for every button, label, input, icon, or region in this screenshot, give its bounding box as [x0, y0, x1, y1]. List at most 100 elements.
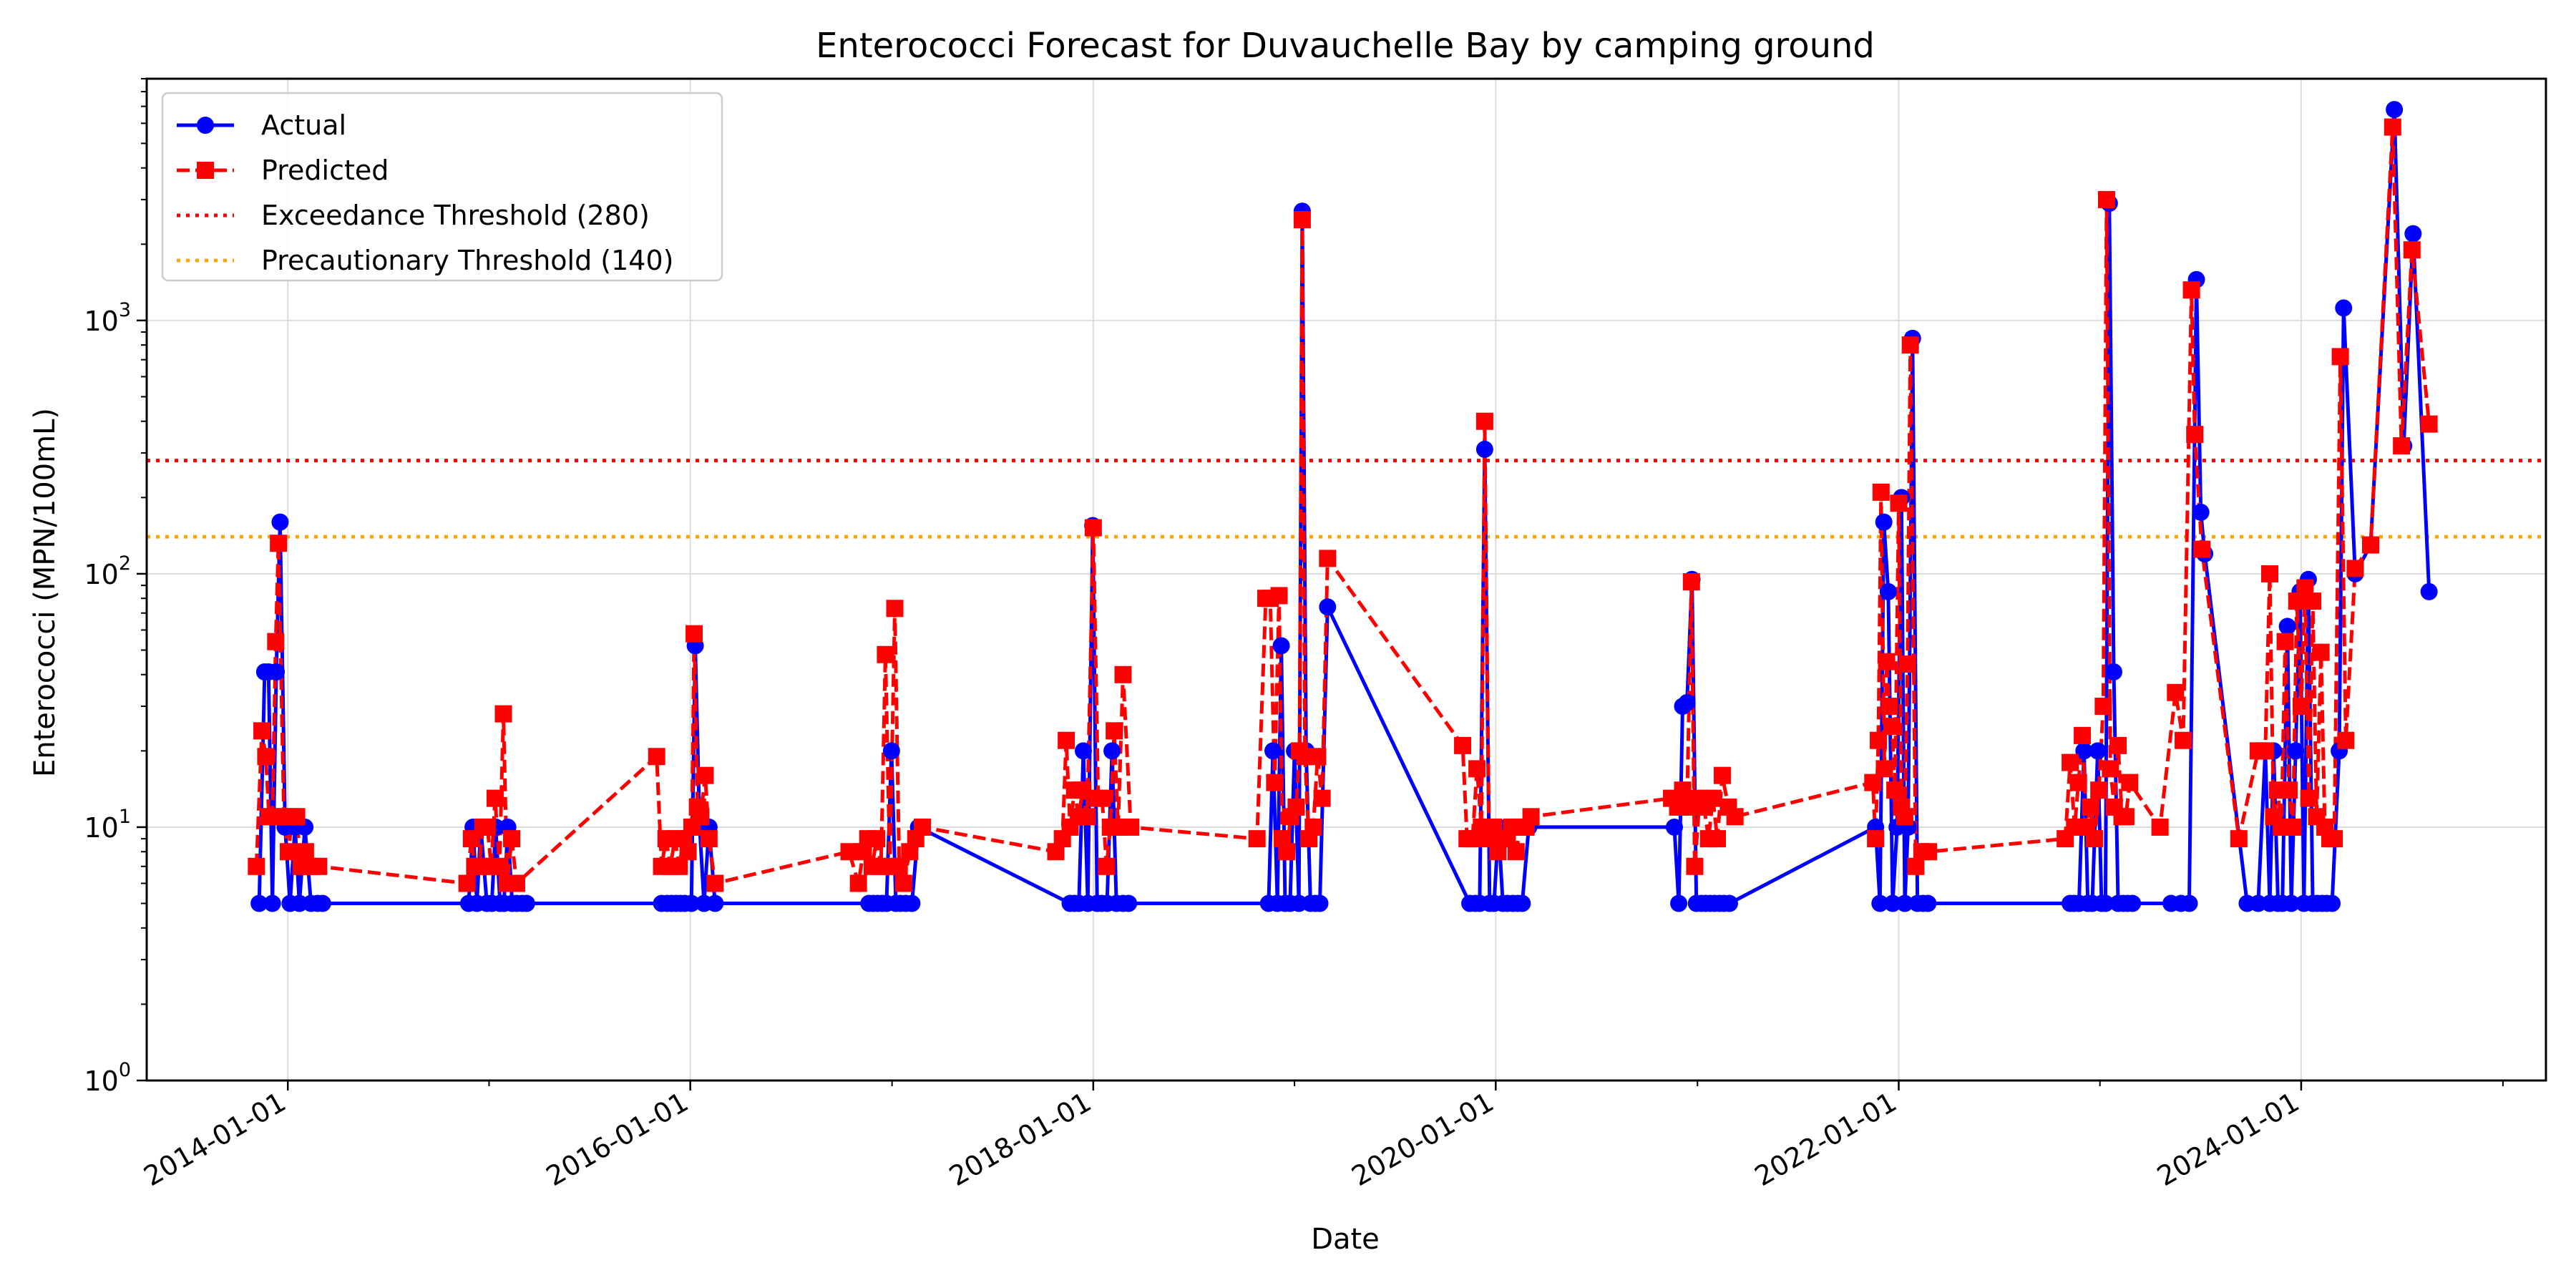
- actual-point: [706, 894, 724, 912]
- predicted-point: [1686, 857, 1704, 875]
- predicted-point: [2292, 698, 2310, 716]
- predicted-point: [692, 808, 710, 826]
- actual-point: [903, 894, 921, 912]
- predicted-point: [2326, 830, 2343, 848]
- actual-point: [882, 742, 900, 760]
- predicted-point: [2300, 789, 2318, 807]
- predicted-point: [670, 857, 688, 875]
- actual-point: [1896, 894, 1913, 912]
- actual-point: [1884, 894, 1902, 912]
- actual-point: [250, 894, 268, 912]
- actual-point: [1871, 894, 1889, 912]
- predicted-point: [2117, 808, 2135, 826]
- predicted-point: [2331, 348, 2349, 366]
- predicted-point: [2182, 281, 2200, 299]
- plot-frame: [145, 77, 2547, 1082]
- actual-point: [2287, 742, 2305, 760]
- predicted-point: [890, 857, 908, 875]
- predicted-point: [1674, 781, 1692, 799]
- legend-label: Exceedance Threshold (280): [261, 200, 650, 231]
- predicted-point: [491, 857, 509, 875]
- predicted-point: [1293, 210, 1311, 228]
- predicted-point: [2403, 241, 2421, 259]
- predicted-point: [2284, 818, 2302, 836]
- predicted-point: [1122, 818, 1140, 836]
- actual-point: [1319, 598, 1337, 616]
- predicted-point: [1248, 830, 1266, 848]
- predicted-point: [267, 633, 285, 650]
- predicted-point: [1890, 494, 1908, 512]
- predicted-point: [1867, 830, 1885, 848]
- predicted-point: [1309, 748, 1327, 766]
- actual-point: [1103, 742, 1121, 760]
- predicted-point: [2186, 426, 2204, 444]
- actual-point: [1311, 894, 1329, 912]
- predicted-point: [1078, 808, 1096, 826]
- actual-point: [2097, 894, 2114, 912]
- predicted-point: [2167, 683, 2185, 701]
- y-tick-exponent: 1: [119, 806, 131, 828]
- actual-point: [1919, 894, 1937, 912]
- actual-point: [1513, 894, 1531, 912]
- actual-point: [1120, 894, 1138, 912]
- legend-label: Actual: [261, 109, 346, 141]
- actual-point: [2404, 225, 2422, 243]
- predicted-point: [1920, 843, 1938, 861]
- predicted-point: [1709, 830, 1727, 848]
- predicted-point: [503, 830, 521, 848]
- predicted-point: [1270, 587, 1288, 605]
- predicted-point: [486, 789, 504, 807]
- predicted-point: [310, 857, 328, 875]
- predicted-point: [2230, 830, 2248, 848]
- predicted-point: [1886, 781, 1904, 799]
- predicted-point: [1287, 798, 1305, 816]
- actual-point: [271, 513, 289, 531]
- predicted-point: [877, 645, 894, 663]
- actual-point: [2420, 582, 2438, 600]
- predicted-point: [648, 748, 665, 766]
- predicted-point: [2086, 830, 2104, 848]
- predicted-point: [1872, 483, 1890, 501]
- actual-point: [517, 894, 535, 912]
- predicted-point: [2276, 633, 2294, 650]
- actual-point: [2089, 742, 2107, 760]
- predicted-point: [1682, 573, 1700, 591]
- predicted-point: [2094, 698, 2112, 716]
- predicted-point: [1875, 760, 1893, 778]
- predicted-point: [257, 748, 275, 766]
- predicted-point: [2346, 560, 2364, 577]
- predicted-point: [1454, 736, 1472, 754]
- predicted-point: [1901, 336, 1919, 354]
- predicted-point: [296, 843, 314, 861]
- predicted-point: [1304, 818, 1322, 836]
- predicted-point: [2256, 742, 2274, 760]
- actual-point: [2104, 663, 2122, 680]
- plot-series: [248, 101, 2438, 912]
- predicted-point: [840, 843, 858, 861]
- actual-point: [2323, 894, 2341, 912]
- predicted-point: [706, 874, 724, 892]
- predicted-point: [270, 535, 288, 552]
- predicted-point: [1896, 808, 1913, 826]
- actual-point: [1670, 894, 1688, 912]
- predicted-point: [1114, 665, 1132, 683]
- y-tick-exponent: 3: [119, 299, 131, 321]
- predicted-point: [1319, 550, 1337, 567]
- predicted-point: [2074, 726, 2092, 744]
- predicted-point: [248, 857, 265, 875]
- actual-point: [313, 894, 331, 912]
- legend-marker-circle: [197, 117, 214, 134]
- predicted-point: [1726, 808, 1744, 826]
- predicted-point: [1313, 789, 1331, 807]
- predicted-point: [894, 874, 912, 892]
- predicted-point: [1058, 731, 1075, 749]
- predicted-point: [1878, 653, 1896, 670]
- predicted-point: [288, 808, 306, 826]
- chart-title: Enterococci Forecast for Duvauchelle Bay…: [816, 26, 1875, 66]
- predicted-point: [2393, 437, 2411, 455]
- predicted-point: [2361, 536, 2379, 554]
- predicted-point: [2121, 774, 2139, 791]
- predicted-point: [2097, 190, 2115, 208]
